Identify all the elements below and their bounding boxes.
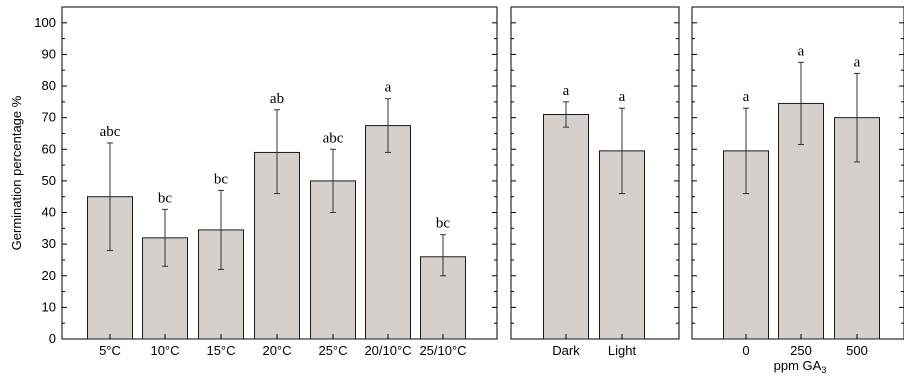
x-axis-title-ga3: ppm GA3	[774, 358, 827, 375]
x-tick-label: 25°C	[318, 343, 347, 358]
significance-letter: abc	[323, 130, 344, 146]
x-tick-label: 20°C	[262, 343, 291, 358]
x-tick-label: Dark	[552, 343, 580, 358]
significance-letter: a	[385, 80, 392, 96]
bar	[365, 125, 411, 340]
significance-letter: a	[743, 89, 750, 105]
significance-letter: bc	[436, 216, 451, 232]
panel-temperature: 0102030405060708090100abc5°Cbc10°Cbc15°C…	[34, 6, 498, 358]
bar	[543, 114, 589, 340]
significance-letter: a	[619, 89, 626, 105]
significance-letter: abc	[100, 124, 121, 140]
significance-letter: a	[563, 83, 570, 99]
x-tick-label: 15°C	[206, 343, 235, 358]
panel-ga3: a 0 a 250 a 500	[691, 6, 904, 358]
significance-letter: ab	[270, 91, 284, 107]
significance-letter: a	[854, 54, 861, 70]
significance-letter: bc	[214, 171, 229, 187]
y-tick-label: 100	[34, 15, 56, 30]
y-tick-label: 60	[42, 141, 56, 156]
x-tick-label: 10°C	[150, 343, 179, 358]
x-tick-label: 20/10°C	[364, 343, 411, 358]
x-tick-label: 25/10°C	[419, 343, 466, 358]
y-tick-label: 20	[42, 268, 56, 283]
significance-letter: bc	[158, 190, 173, 206]
y-tick-label: 80	[42, 78, 56, 93]
y-tick-label: 50	[42, 173, 56, 188]
y-tick-label: 0	[49, 331, 56, 346]
plot-frame	[510, 6, 680, 340]
y-tick-label: 30	[42, 236, 56, 251]
y-tick-label: 90	[42, 46, 56, 61]
x-tick-label: 0	[742, 343, 749, 358]
y-tick-label: 70	[42, 110, 56, 125]
x-tick-label: Light	[608, 343, 637, 358]
panel-light: a Dark a Light	[510, 6, 680, 358]
x-tick-label: 5°C	[99, 343, 121, 358]
y-tick-label: 40	[42, 205, 56, 220]
x-tick-label: 250	[790, 343, 812, 358]
significance-letter: a	[798, 43, 805, 59]
x-tick-label: 500	[846, 343, 868, 358]
y-axis-title: Germination percentage %	[9, 95, 24, 250]
y-tick-label: 10	[42, 299, 56, 314]
